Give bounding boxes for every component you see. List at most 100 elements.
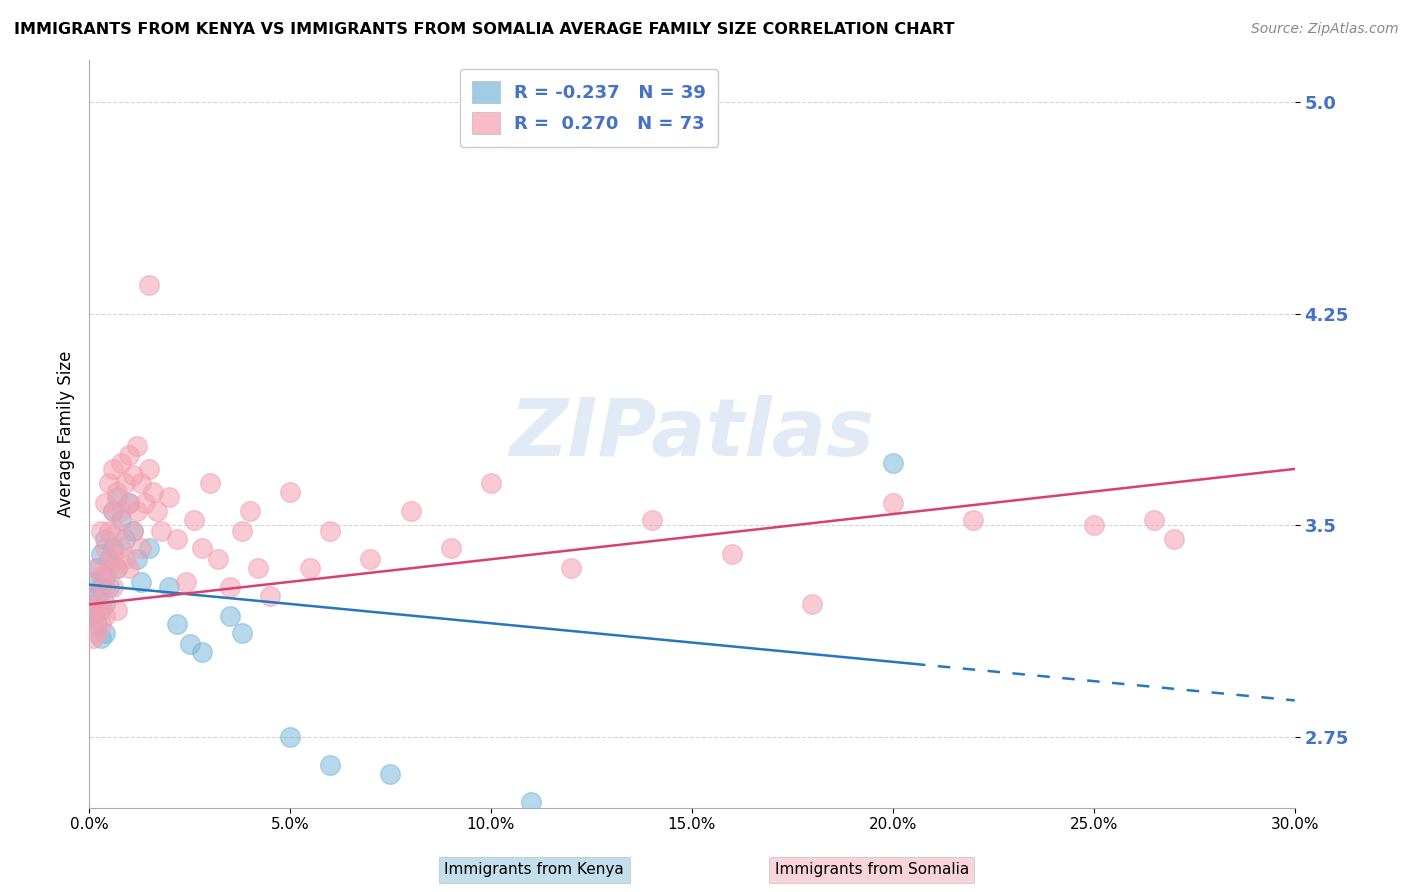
Point: [82, 574, 104, 589]
Point: [90, 603, 112, 617]
Point: [278, 484, 301, 499]
Point: [94, 533, 117, 547]
Point: [118, 496, 141, 510]
Point: [90, 547, 112, 561]
Point: [110, 504, 132, 518]
Point: [190, 645, 212, 659]
Point: [101, 541, 124, 555]
Point: [114, 552, 136, 566]
Point: [440, 541, 463, 555]
Point: [131, 476, 153, 491]
Point: [105, 484, 128, 499]
Point: [98, 524, 121, 538]
Point: [359, 552, 381, 566]
Point: [138, 278, 160, 293]
Point: [90, 598, 112, 612]
Point: [127, 504, 149, 518]
Point: [105, 560, 128, 574]
Point: [801, 598, 824, 612]
Point: [278, 730, 301, 744]
Point: [721, 547, 744, 561]
Point: [1163, 533, 1185, 547]
Point: [98, 476, 121, 491]
Point: [94, 569, 117, 583]
Point: [520, 795, 543, 809]
Point: [138, 462, 160, 476]
Point: [98, 560, 121, 574]
Point: [94, 581, 117, 595]
Point: [94, 541, 117, 555]
Point: [86, 560, 108, 574]
Point: [94, 608, 117, 623]
Point: [259, 589, 281, 603]
Point: [179, 637, 201, 651]
Point: [105, 490, 128, 504]
Point: [122, 524, 145, 538]
Point: [90, 581, 112, 595]
Point: [399, 504, 422, 518]
Point: [110, 456, 132, 470]
Point: [90, 524, 112, 538]
Point: [131, 541, 153, 555]
Point: [146, 504, 169, 518]
Point: [142, 484, 165, 499]
Point: [90, 632, 112, 646]
Point: [101, 504, 124, 518]
Point: [231, 625, 253, 640]
Point: [962, 513, 984, 527]
Text: Immigrants from Kenya: Immigrants from Kenya: [444, 863, 624, 877]
Point: [122, 524, 145, 538]
Point: [131, 574, 153, 589]
Point: [159, 581, 181, 595]
Point: [118, 496, 141, 510]
Point: [101, 581, 124, 595]
Legend: R = -0.237   N = 39, R =  0.270   N = 73: R = -0.237 N = 39, R = 0.270 N = 73: [460, 69, 718, 147]
Point: [101, 462, 124, 476]
Point: [82, 608, 104, 623]
Point: [218, 581, 240, 595]
Point: [183, 513, 205, 527]
Point: [86, 617, 108, 632]
Point: [98, 581, 121, 595]
Point: [90, 617, 112, 632]
Text: Immigrants from Somalia: Immigrants from Somalia: [775, 863, 969, 877]
Point: [82, 589, 104, 603]
Point: [319, 524, 342, 538]
Point: [82, 598, 104, 612]
Point: [86, 625, 108, 640]
Point: [101, 504, 124, 518]
Point: [114, 533, 136, 547]
Point: [127, 552, 149, 566]
Point: [105, 603, 128, 617]
Point: [94, 625, 117, 640]
Point: [218, 608, 240, 623]
Point: [319, 758, 342, 772]
Point: [114, 476, 136, 491]
Point: [641, 513, 664, 527]
Point: [110, 541, 132, 555]
Point: [198, 476, 221, 491]
Point: [105, 560, 128, 574]
Point: [134, 496, 156, 510]
Point: [86, 560, 108, 574]
Point: [166, 533, 188, 547]
Point: [82, 632, 104, 646]
Point: [380, 766, 402, 780]
Point: [98, 552, 121, 566]
Point: [190, 541, 212, 555]
Point: [118, 448, 141, 462]
Text: ZIPatlas: ZIPatlas: [509, 394, 875, 473]
Point: [105, 524, 128, 538]
Point: [110, 513, 132, 527]
Point: [1143, 513, 1166, 527]
Point: [86, 603, 108, 617]
Point: [1083, 518, 1105, 533]
Point: [101, 547, 124, 561]
Point: [94, 496, 117, 510]
Point: [118, 560, 141, 574]
Point: [882, 496, 904, 510]
Point: [127, 439, 149, 453]
Point: [246, 560, 269, 574]
Point: [94, 598, 117, 612]
Point: [174, 574, 197, 589]
